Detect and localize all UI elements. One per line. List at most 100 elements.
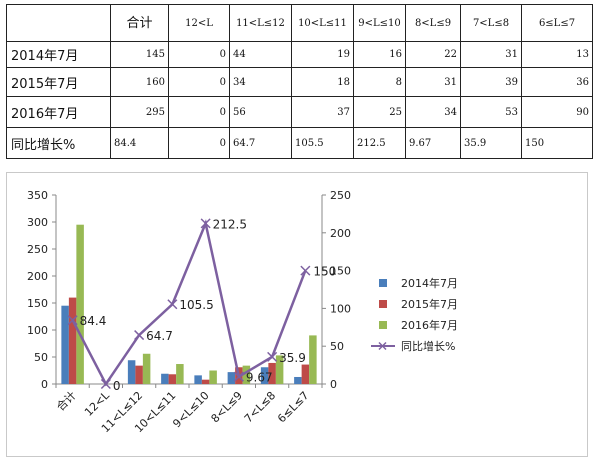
x-axis-tick-label: 8<L≤9 [209,389,245,425]
data-label: 9.67 [246,371,273,385]
left-axis-tick-label: 0 [41,378,48,391]
row-label: 同比增长% [6,127,111,159]
header-cell: 10<L≤11 [291,4,354,42]
table-cell: 39 [460,67,522,97]
bar [76,224,84,384]
data-label: 35.9 [279,351,306,365]
yoy-growth-line [71,219,307,387]
bar [294,376,302,384]
data-label: 150 [313,265,336,279]
row-label: 2014年7月 [6,41,111,68]
bar [201,379,210,384]
x-axis-tick-label: 12<L [82,388,113,419]
legend-label: 2014年7月 [401,276,458,290]
bar [194,375,202,384]
legend-label: 2015年7月 [401,297,458,311]
bar [161,373,169,384]
right-axis-tick-label: 200 [330,227,351,240]
left-axis-tick-label: 200 [27,270,48,283]
table-cell: 56 [229,96,292,128]
bar [209,370,217,384]
data-label: 64.7 [146,329,173,343]
legend-label: 2016年7月 [401,318,458,332]
table-cell: 53 [460,96,522,128]
header-cell: 6≤L≤7 [521,4,593,42]
line-marker [233,371,244,382]
table-cell: 0 [168,41,230,68]
header-cell: 11<L≤12 [229,4,292,42]
bar [142,353,151,384]
x-axis-tick-label: 7<L≤8 [242,389,278,425]
bar [268,362,276,384]
combo-chart: 0 50 100 150 200 250 300 350 0 50 100 150 200 250 合计 12… [27,189,458,435]
table-cell: 0 [168,67,230,97]
data-label: 105.5 [179,298,213,312]
left-axis-tick-label: 300 [27,216,48,229]
header-cell: 9<L≤10 [353,4,406,42]
table-cell: 36 [521,67,593,97]
legend-swatch [379,300,387,308]
bar [61,305,69,384]
left-axis-tick-label: 100 [27,324,48,337]
data-label: 84.4 [80,314,107,328]
table-cell: 31 [460,41,522,68]
line-marker [267,351,278,362]
line-marker [67,315,78,326]
table-cell: 9.67 [405,127,461,159]
table-cell: 44 [229,41,292,68]
header-cell: 合计 [110,4,169,42]
bar [309,335,317,384]
header-cell: 8<L≤9 [405,4,461,42]
table-cell: 212.5 [353,127,406,159]
table-cell: 295 [110,96,169,128]
table-cell: 90 [521,96,593,128]
table-cell: 31 [405,67,461,97]
bar [135,365,143,384]
table-cell: 8 [353,67,406,97]
table-cell: 35.9 [460,127,522,159]
row-label: 2015年7月 [6,67,111,97]
table-cell: 37 [291,96,354,128]
data-table: 合计 12<L 11<L≤12 10<L≤11 9<L≤10 8<L≤9 7<L… [6,4,593,159]
right-axis-tick-label: 250 [330,189,351,202]
bar [301,364,310,384]
table-cell: 34 [229,67,292,97]
table-cell: 145 [110,41,169,68]
table-cell: 105.5 [291,127,354,159]
left-axis-tick-label: 150 [27,297,48,310]
x-axis-tick-label: 6≤L≤7 [275,389,311,425]
table-row: 2015年7月 160 0 34 18 8 31 39 36 [6,67,593,97]
table-row: 2016年7月 295 0 56 37 25 34 53 90 [6,96,593,128]
line-marker [167,299,178,310]
bar [168,374,177,384]
table-cell: 0 [168,96,230,128]
right-axis-tick-label: 50 [330,340,344,353]
right-axis-tick-label: 0 [330,378,337,391]
legend-label: 同比增长% [401,339,455,353]
row-label: 2016年7月 [6,96,111,128]
bar [227,372,236,384]
header-cell: 12<L [168,4,230,42]
data-label: 212.5 [213,217,247,231]
right-axis-tick-label: 150 [330,265,351,278]
bar [127,360,136,384]
table-cell: 160 [110,67,169,97]
header-cell: 7<L≤8 [460,4,522,42]
legend-swatch [379,279,387,287]
left-axis-tick-label: 50 [34,351,48,364]
table-cell: 18 [291,67,354,97]
table-row: 同比增长% 84.4 0 64.7 105.5 212.5 9.67 35.9 … [6,127,593,159]
table-cell: 22 [405,41,461,68]
x-axis-tick-label: 9<L≤10 [170,389,211,430]
bar [275,355,284,384]
line-marker [134,330,145,341]
table-cell: 0 [168,127,230,159]
table-cell: 25 [353,96,406,128]
table-header-row: 合计 12<L 11<L≤12 10<L≤11 9<L≤10 8<L≤9 7<L… [6,4,593,42]
line-marker [200,218,211,229]
table-cell: 84.4 [110,127,169,159]
bar [242,365,251,384]
data-label: 0 [113,379,121,393]
line-marker [100,378,111,390]
table-cell: 13 [521,41,593,68]
